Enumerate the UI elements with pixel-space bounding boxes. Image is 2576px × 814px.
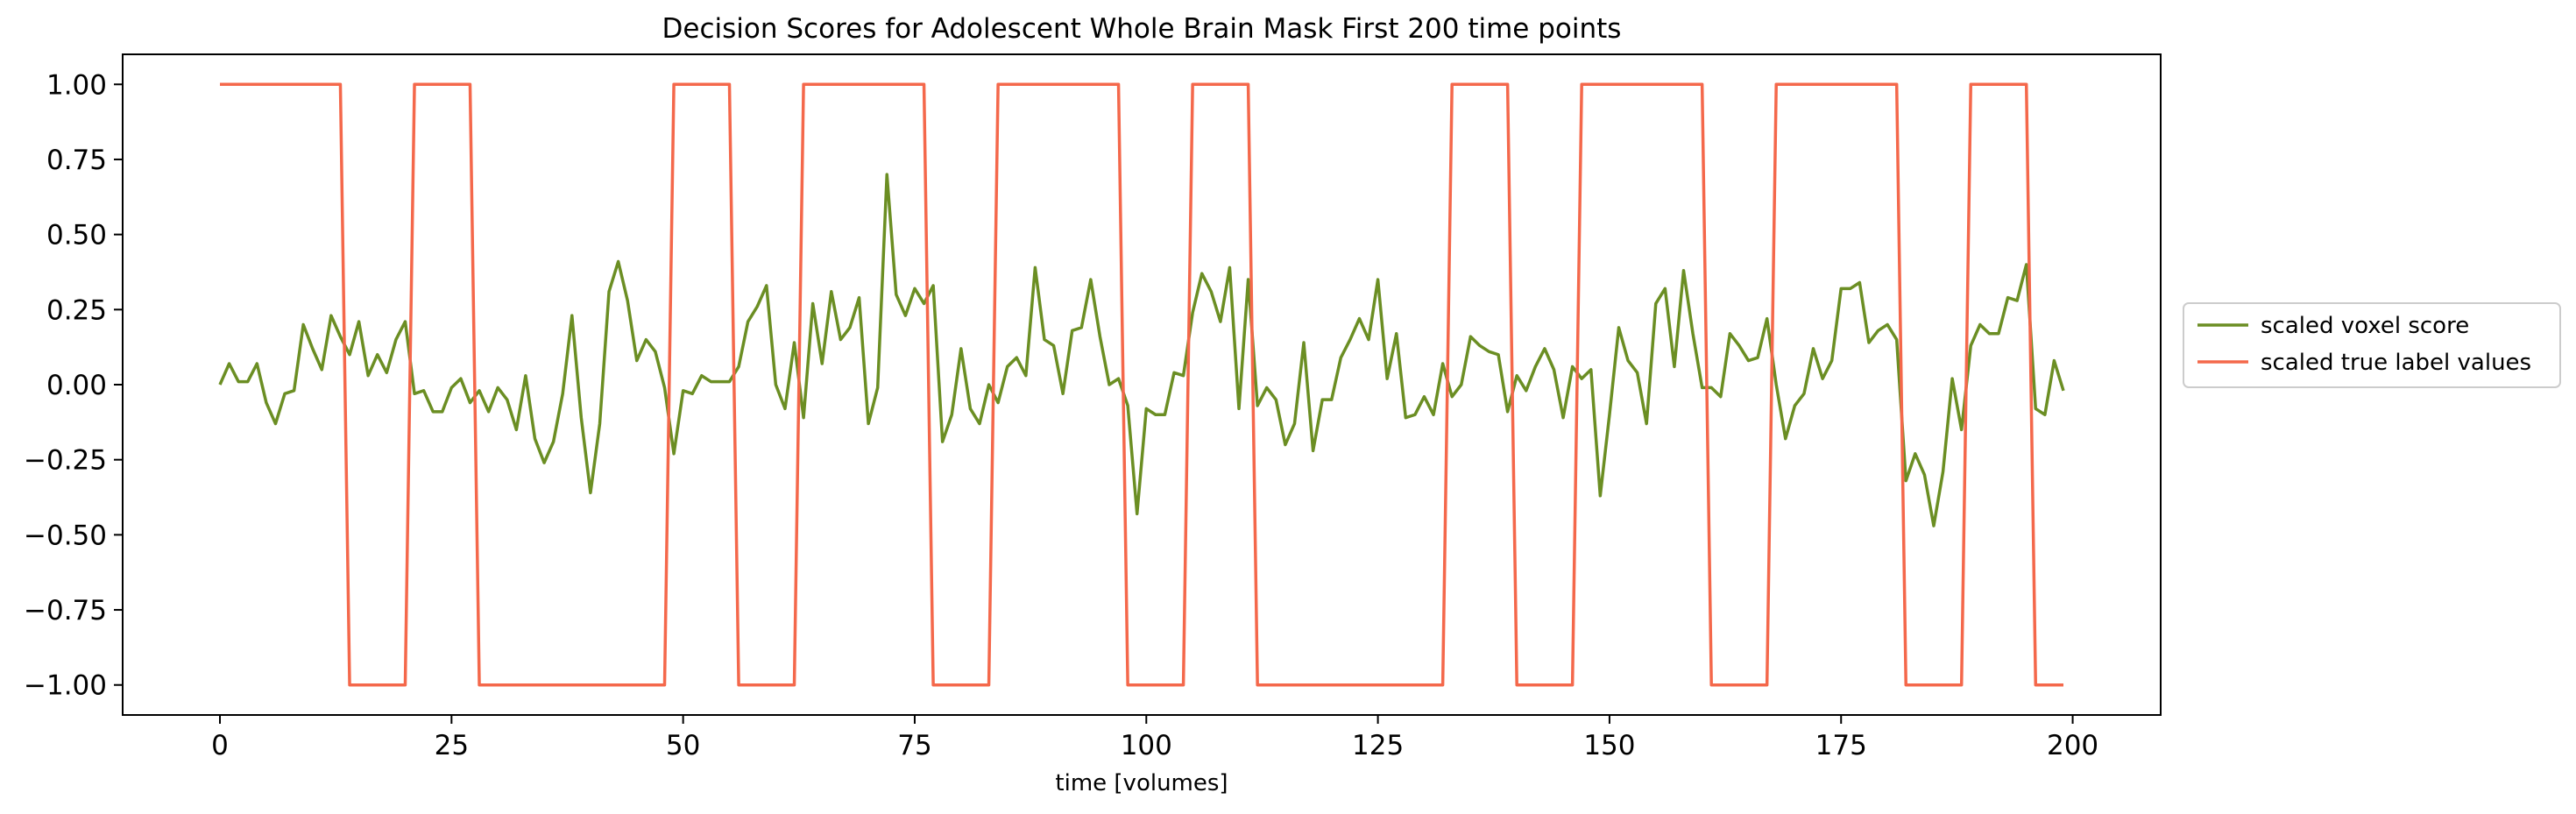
series-layer (218, 82, 2065, 687)
y-tick-label: −1.00 (24, 670, 107, 702)
y-tick-label: 1.00 (46, 69, 107, 101)
x-tick-label: 25 (435, 730, 469, 761)
x-tick-label: 150 (1583, 730, 1635, 761)
y-tick-label: 0.75 (46, 145, 107, 176)
axis-ticks: 0 25 50 75 100 125 150 175 200 −1.00 −0.75 −0.50 −0.… (24, 69, 2098, 761)
y-tick-label: −0.25 (24, 445, 107, 477)
legend-label-voxel-score: scaled voxel score (2261, 313, 2469, 339)
x-tick-label: 0 (211, 730, 229, 761)
x-tick-label: 175 (1815, 730, 1867, 761)
chart-title: Decision Scores for Adolescent Whole Bra… (662, 13, 1622, 45)
legend-label-true-label: scaled true label values (2261, 350, 2531, 376)
x-tick-label: 100 (1121, 730, 1172, 761)
series-line-true-label (220, 82, 2063, 687)
y-tick-label: 0.25 (46, 294, 107, 326)
x-axis-label: time [volumes] (1055, 770, 1228, 796)
y-tick-label: 0.50 (46, 220, 107, 251)
x-tick-label: 200 (2047, 730, 2098, 761)
y-tick-label: −0.50 (24, 520, 107, 551)
x-tick-label: 75 (897, 730, 931, 761)
legend: scaled voxel score scaled true label val… (2183, 302, 2561, 388)
plot-area-frame (122, 53, 2162, 716)
y-tick-label: −0.75 (24, 595, 107, 626)
x-tick-label: 125 (1352, 730, 1404, 761)
legend-frame (2183, 302, 2561, 388)
y-tick-label: 0.00 (46, 370, 107, 401)
x-tick-label: 50 (666, 730, 700, 761)
series-line-voxel-score (218, 173, 2065, 527)
